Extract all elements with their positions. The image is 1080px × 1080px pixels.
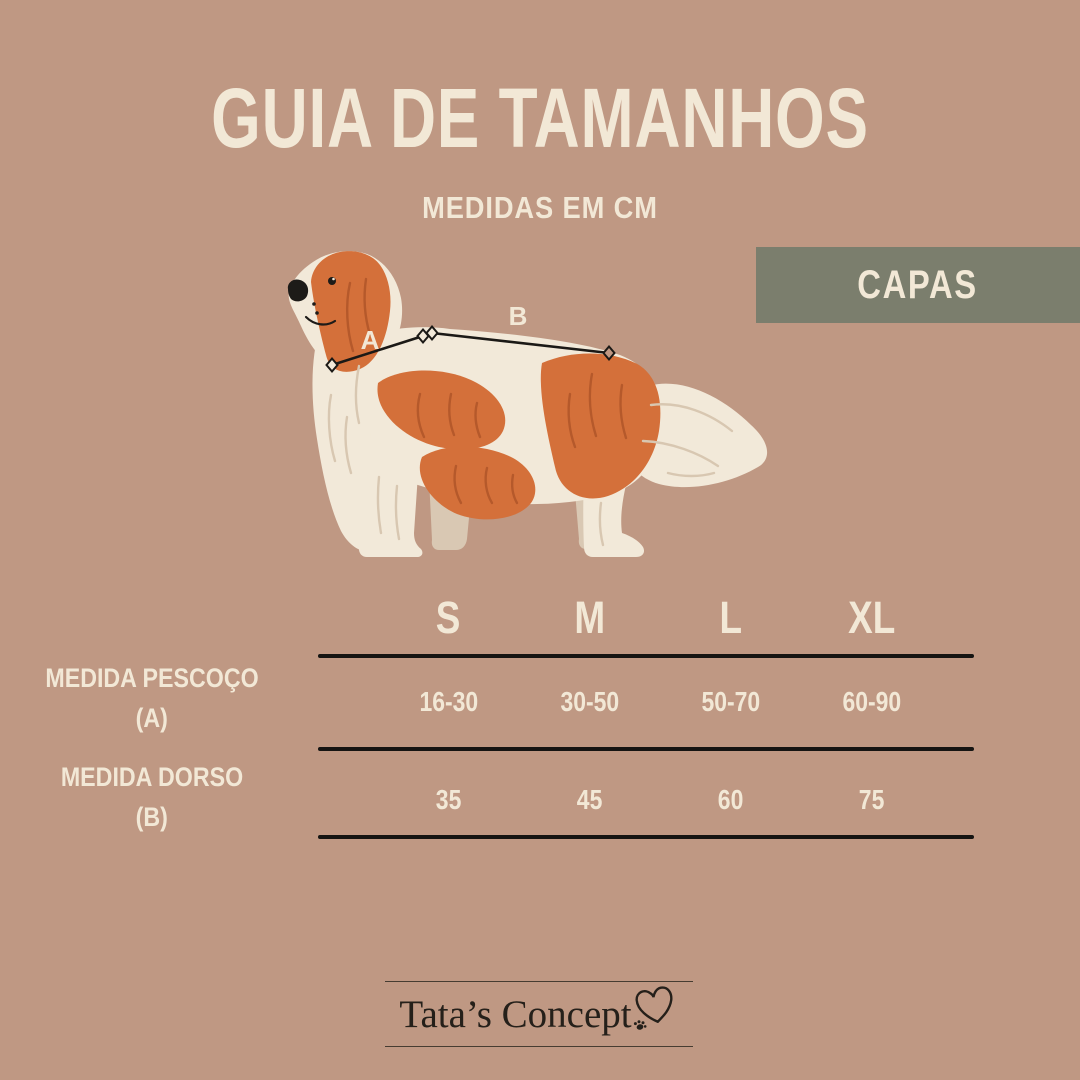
page-subtitle: MEDIDAS EM CM [422, 190, 658, 225]
paw-print-icon [633, 1019, 647, 1030]
table-cell: 60-90 [842, 686, 901, 717]
measure-line-a [331, 334, 424, 367]
table-cell: 75 [858, 784, 885, 815]
size-column-l: L [719, 592, 742, 643]
category-badge: CAPAS [756, 247, 1080, 323]
dog-fur-texture-cream [327, 364, 734, 547]
row-label-back: MEDIDA DORSO (B) [60, 762, 244, 832]
size-column-s: S [436, 592, 461, 643]
size-column-m: M [574, 592, 605, 643]
dog-fur-texture-orange [346, 277, 628, 505]
dog-diagram: A B [270, 245, 780, 575]
size-table-header: S M L XL [378, 592, 942, 644]
dog-chest [312, 327, 392, 552]
dog-eye [328, 277, 336, 285]
table-divider [318, 654, 974, 658]
measure-label-b: B [509, 301, 528, 331]
table-cell: 60 [717, 784, 744, 815]
measure-label-a: A [361, 325, 380, 355]
dog-mouth [304, 315, 337, 326]
table-row-back-values: 35 45 60 75 [378, 784, 942, 816]
measure-endpoint-diamond [425, 324, 439, 342]
row-label-neck: MEDIDA PESCOÇO (A) [45, 663, 259, 733]
dog-whisker-dot [312, 302, 316, 306]
table-cell: 16-30 [419, 686, 478, 717]
dog-illustration: A B [287, 251, 768, 557]
table-row-neck-values: 16-30 30-50 50-70 60-90 [378, 686, 942, 718]
table-divider [318, 747, 974, 751]
category-badge-label: CAPAS [857, 262, 979, 307]
dog-whisker-dot [315, 311, 319, 315]
measure-line-b [431, 331, 610, 355]
table-cell: 35 [435, 784, 462, 815]
table-divider [318, 835, 974, 839]
measure-endpoint-diamond [602, 344, 616, 362]
dog-face [287, 277, 337, 326]
heart-paw-logo [633, 984, 679, 1041]
measurement-lines [325, 324, 616, 374]
heart-outline-icon [633, 985, 673, 1030]
brand-name: Tata’s Concept [399, 992, 632, 1036]
dog-nose [287, 279, 309, 302]
measure-endpoint-diamond [325, 356, 339, 374]
table-cell: 30-50 [560, 686, 619, 717]
table-cell: 45 [576, 784, 603, 815]
size-column-xl: XL [847, 592, 896, 643]
table-cell: 50-70 [701, 686, 760, 717]
page-title: GUIA DE TAMANHOS [211, 71, 869, 165]
brand-footer: Tata’s Concept [385, 981, 693, 1047]
dog-eye-highlight [332, 277, 335, 281]
